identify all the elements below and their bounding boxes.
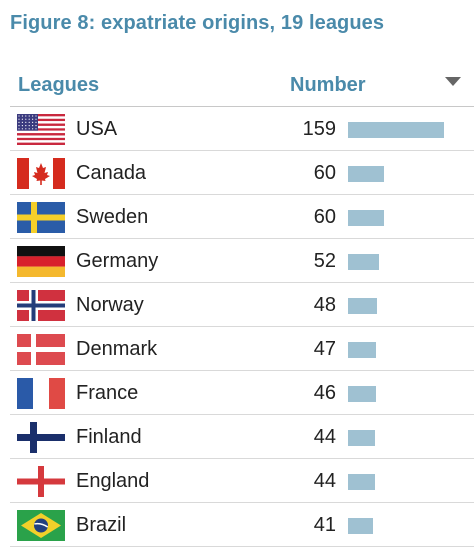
england-flag-icon bbox=[17, 466, 65, 497]
country-label: Brazil bbox=[76, 514, 127, 536]
brazil-flag-icon bbox=[17, 510, 65, 541]
canada-flag-icon bbox=[17, 158, 65, 189]
country-label: Norway bbox=[76, 294, 144, 316]
value-label: 46 bbox=[313, 382, 336, 404]
sort-descending-icon[interactable] bbox=[445, 77, 461, 86]
number-column-header[interactable]: Number bbox=[290, 74, 366, 96]
country-label: Sweden bbox=[76, 206, 149, 228]
country-label: Finland bbox=[76, 426, 142, 448]
value-bar bbox=[348, 166, 384, 182]
country-label: USA bbox=[76, 118, 118, 140]
value-bar bbox=[348, 298, 377, 314]
country-label: Denmark bbox=[76, 338, 158, 360]
value-label: 41 bbox=[313, 514, 336, 536]
value-label: 48 bbox=[313, 294, 336, 316]
table-row: Sweden 60 bbox=[10, 195, 474, 239]
value-label: 60 bbox=[313, 162, 336, 184]
table-row: England 44 bbox=[10, 459, 474, 503]
country-label: France bbox=[76, 382, 139, 404]
value-label: 52 bbox=[313, 250, 336, 272]
table-row: France 46 bbox=[10, 371, 474, 415]
table-row: USA 159 bbox=[10, 107, 474, 151]
value-bar bbox=[348, 210, 384, 226]
value-label: 60 bbox=[313, 206, 336, 228]
usa-flag-icon bbox=[17, 114, 65, 145]
table-row: Canada 60 bbox=[10, 151, 474, 195]
country-label: Canada bbox=[76, 162, 147, 184]
country-label: Germany bbox=[76, 250, 159, 272]
value-bar bbox=[348, 342, 376, 358]
value-label: 44 bbox=[313, 470, 336, 492]
table-row: Brazil 41 bbox=[10, 503, 474, 547]
page-title: Figure 8: expatriate origins, 19 leagues bbox=[10, 12, 385, 34]
value-label: 44 bbox=[313, 426, 336, 448]
germany-flag-icon bbox=[17, 246, 65, 277]
value-label: 159 bbox=[302, 118, 336, 140]
table-header: Leagues Number bbox=[10, 62, 474, 107]
norway-flag-icon bbox=[17, 290, 65, 321]
table-row: Germany 52 bbox=[10, 239, 474, 283]
sweden-flag-icon bbox=[17, 202, 65, 233]
value-bar bbox=[348, 254, 379, 270]
france-flag-icon bbox=[17, 378, 65, 409]
denmark-flag-icon bbox=[17, 334, 65, 365]
value-bar bbox=[348, 386, 376, 402]
country-label: England bbox=[76, 470, 150, 492]
value-bar bbox=[348, 474, 375, 490]
value-bar bbox=[348, 518, 373, 534]
finland-flag-icon bbox=[17, 422, 65, 453]
table-body: USA 159 Canada 60 Sweden 60 Germany 52 Norway 48 D… bbox=[10, 107, 474, 547]
value-bar bbox=[348, 122, 444, 138]
value-label: 47 bbox=[313, 338, 336, 360]
value-bar bbox=[348, 430, 375, 446]
table-row: Norway 48 bbox=[10, 283, 474, 327]
table-row: Finland 44 bbox=[10, 415, 474, 459]
table-row: Denmark 47 bbox=[10, 327, 474, 371]
leagues-column-header[interactable]: Leagues bbox=[18, 74, 100, 96]
